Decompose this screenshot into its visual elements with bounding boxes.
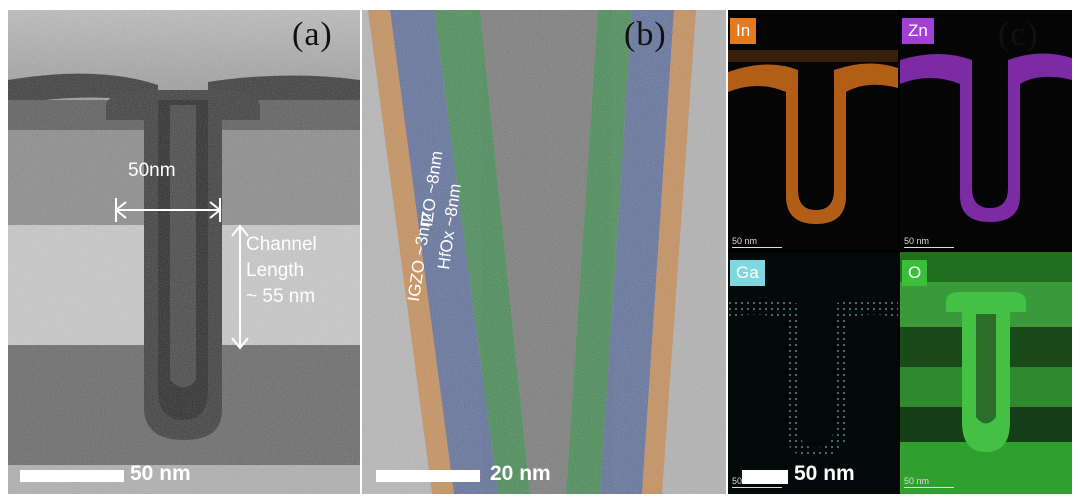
o-mini-scale-label: 50 nm: [904, 476, 930, 486]
channel-length-arrow: [231, 224, 249, 350]
panel-b-scalebar: [376, 470, 480, 482]
channel-label-line-3: ~ 55 nm: [246, 286, 316, 307]
panel-b-label: (b): [624, 16, 667, 53]
zn-mini-scalebar: 50 nm: [904, 236, 954, 248]
zn-mini-scale-label: 50 nm: [904, 236, 930, 246]
in-map-graphic: [728, 50, 898, 224]
panel-a-label: (a): [292, 16, 333, 53]
channel-length-label: Channel Length ~ 55 nm: [246, 232, 317, 310]
panel-b-scalebar-label: 20 nm: [490, 462, 551, 485]
ga-map-graphic: [728, 297, 898, 458]
in-element-tag: In: [730, 18, 757, 44]
panel-b-tem-image: (b) IZO ~8nm HfOx ~8nm IGZO ~3nm 20 nm: [362, 10, 726, 494]
o-element-tag: O: [902, 260, 928, 286]
o-map-graphic: [900, 252, 1072, 494]
zn-map-graphic: [900, 53, 1072, 222]
zn-element-tag: Zn: [902, 18, 934, 44]
panel-a-tem-image: (a) 50nm Channel Length ~ 55 nm 50 nm: [8, 10, 360, 494]
channel-label-line-1: Channel: [246, 234, 317, 255]
panel-a-scalebar: [20, 470, 124, 482]
panel-b-graphic: [362, 10, 726, 494]
eds-map-ga: Ga 50 nm: [728, 252, 898, 494]
eds-map-zn: Zn (c) 50 nm: [900, 10, 1072, 250]
panel-c-label: (c): [998, 16, 1039, 53]
trench-width-label: 50nm: [128, 160, 176, 181]
o-mini-scalebar: 50 nm: [904, 476, 954, 488]
panel-c-scalebar-label: 50 nm: [794, 462, 855, 485]
in-mini-scale-label: 50 nm: [732, 236, 758, 246]
in-mini-scalebar: 50 nm: [732, 236, 782, 248]
eds-map-in: In 50 nm: [728, 10, 898, 250]
channel-label-line-2: Length: [246, 260, 305, 281]
ga-element-tag: Ga: [730, 260, 765, 286]
panel-c-eds-maps: In 50 nm Zn (c) 50 nm Ga 50 nm: [728, 10, 1072, 494]
panel-a-scalebar-label: 50 nm: [130, 462, 191, 485]
width-arrow: [114, 198, 222, 222]
panel-c-scalebar: [742, 470, 788, 484]
eds-map-o: O 50 nm: [900, 252, 1072, 494]
